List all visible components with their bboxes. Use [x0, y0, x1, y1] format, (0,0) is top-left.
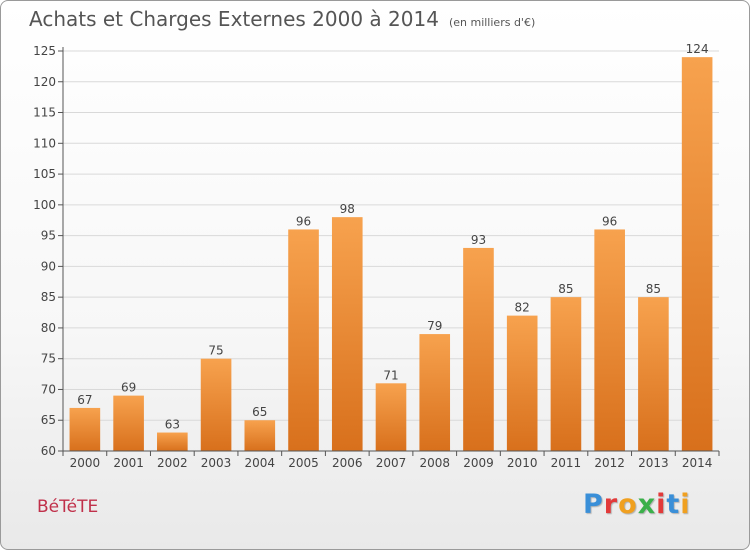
x-tick-label: 2004: [245, 456, 276, 470]
y-tick-label: 85: [41, 290, 56, 304]
bar: [69, 407, 101, 451]
x-tick-label: 2007: [376, 456, 407, 470]
y-tick-label: 80: [41, 321, 56, 335]
data-label: 82: [515, 301, 530, 315]
logo-letter: r: [603, 489, 619, 520]
y-tick-label: 60: [41, 444, 56, 458]
data-label: 63: [165, 418, 180, 432]
data-label: 75: [208, 344, 223, 358]
y-tick-label: 110: [33, 136, 56, 150]
logo-letter: o: [618, 489, 638, 520]
y-tick-label: 75: [41, 352, 56, 366]
x-tick-label: 2001: [113, 456, 144, 470]
commune-name: BéTéTE: [37, 497, 99, 517]
data-label: 124: [686, 42, 709, 56]
x-tick-label: 2003: [201, 456, 232, 470]
bar: [157, 432, 188, 451]
logo-letter: P: [583, 489, 604, 520]
y-tick-label: 70: [41, 382, 56, 396]
x-axis: 2000 2001 2002 2003 2004 2005 2006 2007 2008 2009…: [62, 450, 720, 470]
x-tick-label: 2002: [157, 456, 188, 470]
bar: [638, 297, 669, 451]
data-label: 93: [471, 233, 486, 247]
logo-letter: x: [637, 489, 657, 520]
x-tick-label: 2010: [507, 456, 538, 470]
x-tick-label: 2006: [332, 456, 363, 470]
data-label: 69: [121, 381, 136, 395]
data-label: 79: [427, 319, 442, 333]
x-tick-label: 2009: [463, 456, 494, 470]
chart-title-text: Achats et Charges Externes 2000 à 2014: [29, 7, 439, 31]
bar: [463, 247, 494, 451]
bar: [594, 229, 625, 451]
data-label: 96: [296, 214, 311, 228]
y-tick-label: 65: [41, 413, 56, 427]
bar-series: [69, 57, 713, 452]
bar: [288, 229, 319, 451]
y-tick-label: 90: [41, 259, 56, 273]
data-labels: 67 69 63 75 65 96 98 71 79 93 82 85 96 85 124: [77, 42, 708, 431]
x-tick-label: 2000: [70, 456, 101, 470]
x-tick-label: 2011: [551, 456, 582, 470]
x-tick-label: 2013: [638, 456, 669, 470]
chart-unit: (en milliers d'€): [448, 16, 536, 29]
bar: [550, 297, 582, 451]
x-tick-label: 2005: [288, 456, 319, 470]
x-tick-label: 2008: [419, 456, 450, 470]
y-tick-label: 95: [41, 229, 56, 243]
y-tick-label: 120: [33, 75, 56, 89]
bar: [113, 395, 144, 451]
data-label: 98: [340, 202, 355, 216]
data-label: 65: [252, 405, 267, 419]
y-tick-label: 105: [33, 167, 56, 181]
bar: [331, 217, 363, 451]
y-tick-label: 125: [33, 44, 56, 58]
bar: [375, 383, 407, 451]
bar: [200, 358, 232, 451]
logo-letter: i: [656, 489, 667, 520]
bar: [244, 420, 276, 451]
data-label: 71: [383, 368, 398, 382]
y-tick-label: 100: [33, 198, 56, 212]
y-axis: 60 65 70 75 80 85 90 95 100 105 110 115 120 125: [33, 44, 64, 458]
data-label: 67: [77, 393, 92, 407]
y-tick-label: 115: [33, 106, 56, 120]
bar: [506, 315, 538, 451]
x-tick-label: 2014: [682, 456, 713, 470]
bar: [419, 334, 451, 451]
x-tick-label: 2012: [594, 456, 625, 470]
data-label: 85: [558, 282, 573, 296]
logo-letter: i: [680, 489, 691, 520]
bar: [681, 57, 713, 452]
data-label: 85: [646, 282, 661, 296]
chart-title: Achats et Charges Externes 2000 à 2014 (e…: [29, 7, 535, 31]
data-label: 96: [602, 214, 617, 228]
proxiti-logo: Proxiti: [583, 489, 691, 520]
logo-letter: t: [666, 489, 681, 520]
